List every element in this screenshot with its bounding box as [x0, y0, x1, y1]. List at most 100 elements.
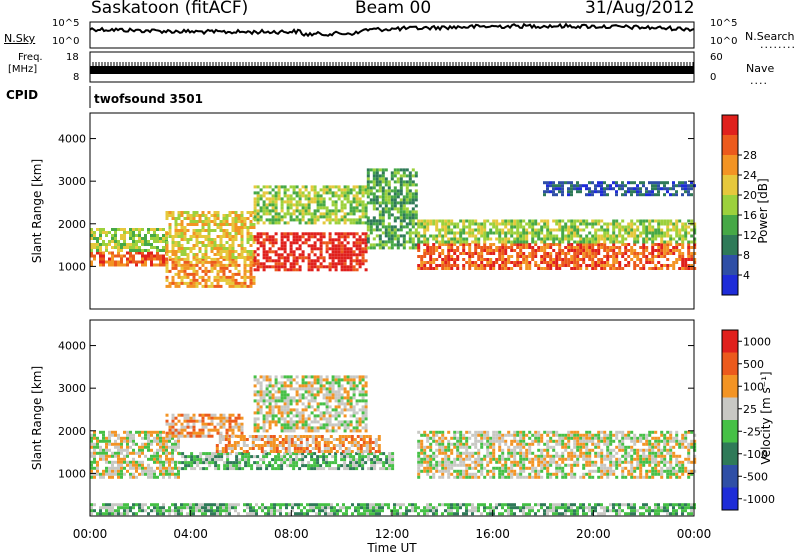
data-cell: [90, 454, 93, 458]
data-cell: [597, 184, 600, 188]
data-cell: [669, 222, 673, 226]
data-cell: [256, 467, 260, 471]
data-cell: [277, 390, 281, 394]
data-cell: [259, 194, 263, 198]
data-cell: [105, 442, 108, 446]
data-cell: [477, 222, 481, 226]
data-cell: [346, 194, 350, 198]
data-cell: [171, 457, 174, 461]
data-cell: [292, 378, 296, 382]
data-cell: [262, 206, 266, 210]
data-cell: [426, 433, 430, 437]
data-cell: [343, 215, 347, 219]
data-cell: [259, 408, 263, 412]
data-cell: [165, 278, 169, 282]
data-cell: [269, 438, 273, 441]
data-cell: [126, 469, 129, 473]
data-cell: [319, 402, 323, 406]
data-cell: [298, 203, 302, 207]
data-cell: [343, 256, 347, 260]
data-cell: [358, 241, 362, 245]
data-cell: [292, 458, 296, 462]
data-cell: [358, 215, 362, 219]
data-cell: [168, 460, 171, 464]
data-cell: [331, 209, 335, 213]
data-cell: [453, 433, 457, 437]
data-cell: [177, 244, 181, 247]
data-cell: [256, 381, 260, 385]
data-cell: [393, 234, 397, 238]
data-cell: [570, 184, 573, 188]
data-cell: [256, 191, 260, 195]
data-cell: [240, 250, 244, 253]
data-cell: [423, 445, 427, 449]
data-cell: [531, 228, 535, 232]
data-cell: [447, 243, 451, 246]
data-cell: [594, 219, 598, 223]
data-cell: [292, 259, 296, 263]
data-cell: [444, 436, 448, 440]
data-cell: [444, 463, 448, 467]
data-cell: [519, 264, 523, 267]
data-cell: [307, 268, 311, 272]
data-cell: [337, 244, 341, 248]
data-cell: [265, 256, 269, 260]
data-cell: [201, 241, 205, 244]
data-cell: [234, 229, 238, 232]
data-cell: [603, 261, 607, 264]
data-cell: [177, 469, 180, 473]
data-cell: [249, 244, 253, 247]
data-cell: [150, 457, 153, 461]
data-cell: [570, 258, 574, 261]
data-cell: [219, 278, 223, 282]
data-cell: [325, 396, 329, 400]
data-cell: [349, 378, 353, 382]
data-cell: [274, 384, 278, 388]
data-cell: [249, 266, 253, 270]
data-cell: [174, 422, 178, 426]
data-cell: [337, 467, 341, 471]
data-cell: [375, 180, 379, 184]
data-cell: [381, 198, 385, 202]
data-cell: [222, 229, 226, 232]
data-cell: [171, 413, 175, 417]
data-cell: [268, 402, 272, 406]
data-cell: [447, 430, 451, 434]
data-cell: [229, 464, 233, 468]
data-cell: [498, 237, 502, 241]
data-cell: [301, 253, 305, 257]
data-cell: [268, 191, 272, 195]
data-cell: [612, 255, 616, 258]
data-cell: [390, 243, 394, 247]
data-cell: [340, 244, 344, 248]
data-cell: [189, 272, 193, 276]
data-cell: [274, 218, 278, 222]
data-cell: [384, 192, 388, 196]
data-cell: [246, 211, 250, 214]
data-cell: [636, 225, 640, 229]
data-cell: [256, 218, 260, 222]
data-cell: [90, 246, 93, 249]
data-cell: [248, 447, 252, 450]
data-cell: [313, 253, 317, 257]
data-cell: [256, 200, 260, 204]
data-cell: [310, 464, 314, 468]
data-cell: [552, 193, 555, 197]
data-cell: [519, 246, 523, 249]
data-cell: [507, 267, 511, 270]
data-cell: [126, 451, 129, 455]
data-cell: [627, 264, 631, 267]
data-cell: [444, 255, 448, 258]
data-cell: [582, 222, 586, 226]
data-cell: [268, 393, 272, 397]
data-cell: [277, 420, 281, 424]
data-cell: [257, 447, 261, 450]
data-cell: [456, 222, 460, 226]
data-cell: [242, 444, 246, 447]
data-cell: [531, 255, 535, 258]
data-cell: [447, 225, 451, 229]
data-cell: [543, 237, 547, 241]
data-cell: [283, 194, 287, 198]
data-cell: [286, 232, 290, 236]
data-cell: [120, 460, 123, 464]
